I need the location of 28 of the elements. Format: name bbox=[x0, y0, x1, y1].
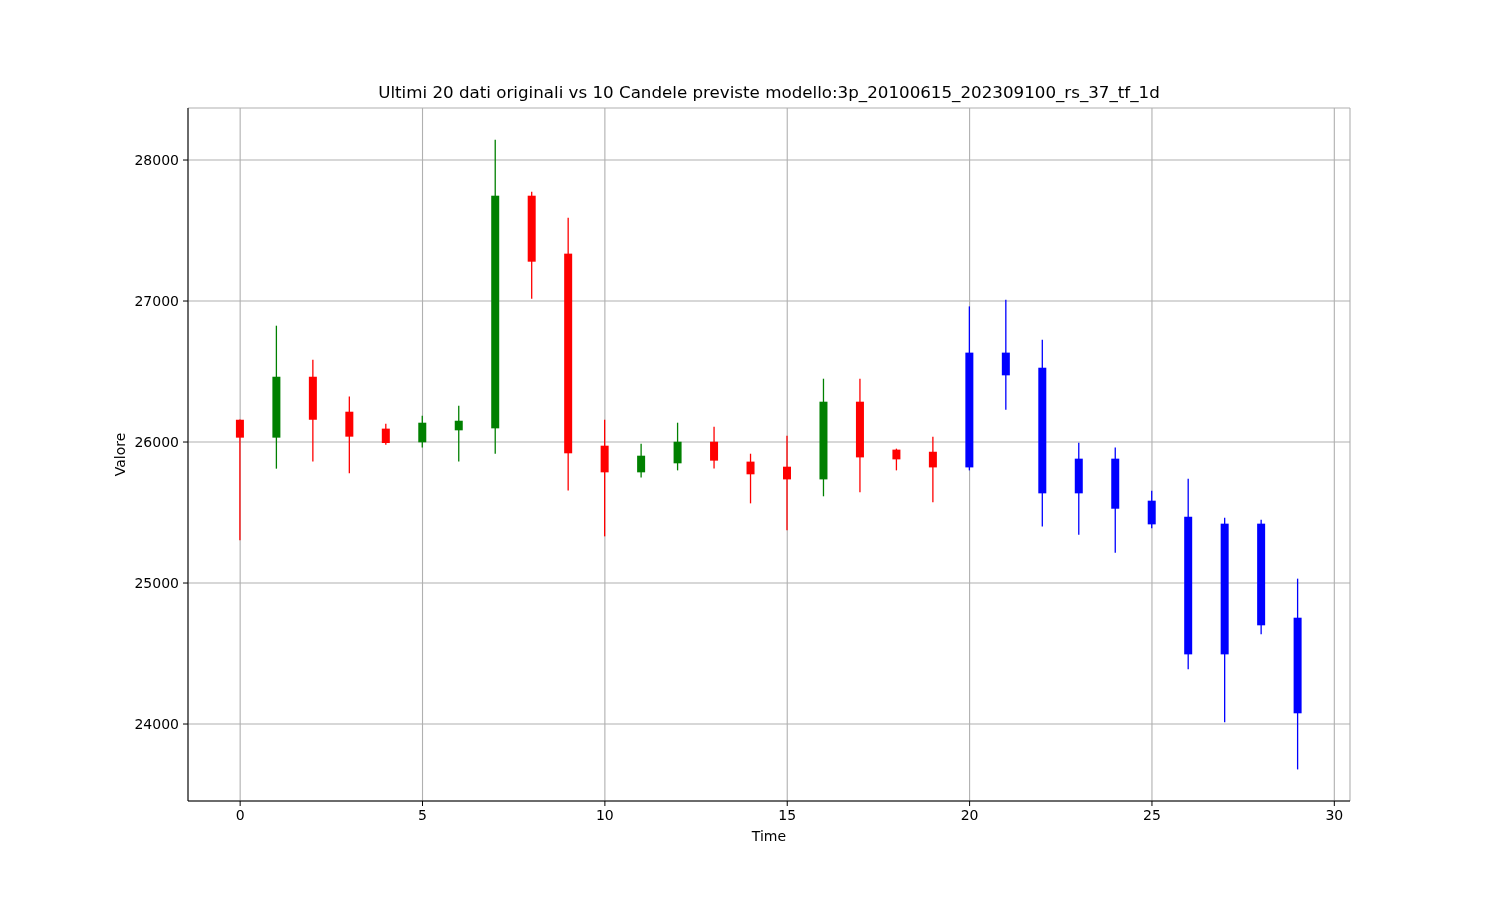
x-tick-label: 0 bbox=[235, 806, 245, 823]
x-tick-label: 10 bbox=[595, 806, 614, 823]
y-tick-label: 26000 bbox=[134, 433, 179, 450]
candlestick bbox=[892, 448, 901, 472]
x-tick-label: 15 bbox=[778, 806, 797, 823]
candlestick bbox=[418, 415, 427, 449]
x-axis-title: Time bbox=[750, 828, 787, 844]
y-tick-label: 25000 bbox=[134, 574, 179, 591]
candlestick bbox=[710, 426, 719, 470]
y-tick-label: 24000 bbox=[134, 715, 179, 732]
candlestick bbox=[1147, 490, 1156, 529]
chart-title: Ultimi 20 dati originali vs 10 Candele previste modello:3p_20100615_202309100_rs_37_tf_1d bbox=[377, 82, 1161, 102]
x-tick-label: 30 bbox=[1325, 806, 1344, 823]
candlestick bbox=[235, 418, 244, 541]
y-tick-label: 27000 bbox=[134, 292, 179, 309]
x-tick-label: 5 bbox=[418, 806, 427, 823]
candlestick bbox=[381, 423, 390, 446]
candlestick bbox=[454, 404, 463, 463]
candlestick bbox=[637, 443, 646, 479]
x-tick-label: 25 bbox=[1143, 806, 1161, 823]
candlestick bbox=[928, 436, 937, 504]
y-axis-title: Valore bbox=[112, 432, 128, 477]
candlestick bbox=[746, 453, 755, 505]
candlestick bbox=[673, 422, 682, 472]
y-tick-label: 28000 bbox=[134, 152, 179, 168]
x-tick-label: 20 bbox=[960, 806, 979, 823]
candlestick bbox=[783, 435, 791, 531]
candlestick bbox=[1001, 299, 1010, 411]
